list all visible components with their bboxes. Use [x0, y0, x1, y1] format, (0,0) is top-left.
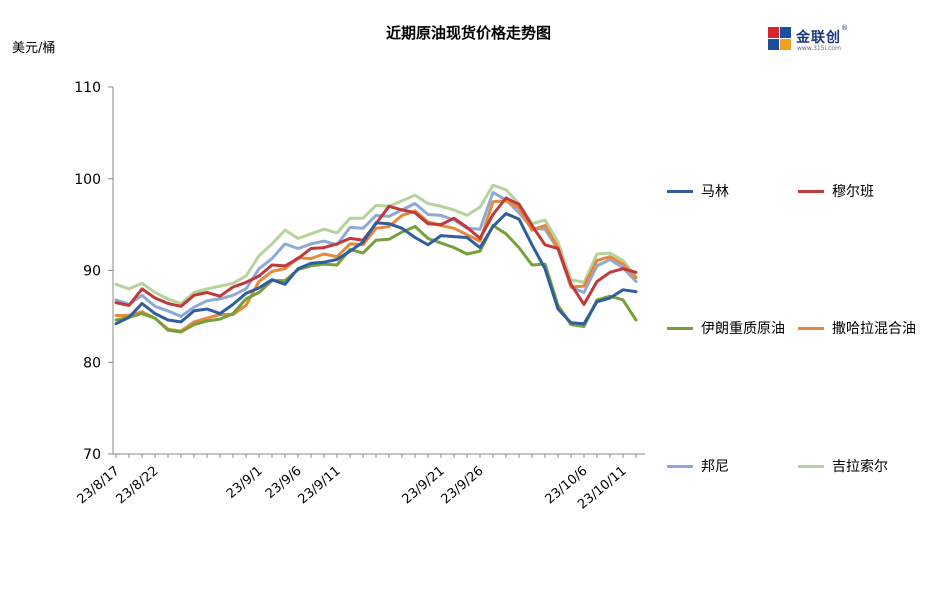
- x-tick-label: 23/8/22: [114, 464, 162, 508]
- logo-url: www.315i.com: [797, 45, 841, 52]
- x-tick-label: 23/9/11: [296, 464, 344, 508]
- legend-label: 吉拉索尔: [832, 459, 888, 475]
- logo-icon: [768, 27, 791, 50]
- y-tick-label: 90: [83, 264, 101, 280]
- legend-swatch: [798, 327, 824, 330]
- y-axis-label: 美元/桶: [12, 41, 56, 56]
- legend-swatch: [667, 190, 693, 193]
- legend-label: 撒哈拉混合油: [832, 321, 916, 337]
- x-tick-label: 23/9/26: [439, 464, 487, 508]
- logo-text: 金联创: [796, 30, 841, 46]
- legend-swatch: [798, 190, 824, 193]
- legend-swatch: [667, 327, 693, 330]
- logo-registered-mark: ®: [841, 24, 848, 32]
- legend-swatch: [798, 465, 824, 468]
- legend-label: 邦尼: [701, 459, 729, 475]
- y-tick-label: 110: [74, 80, 101, 96]
- legend-label: 穆尔班: [832, 184, 874, 200]
- series-line-3: [114, 199, 638, 333]
- plot-lines: [114, 183, 638, 334]
- brand-logo: 金联创 ® www.315i.com: [767, 24, 857, 54]
- x-tick-label: 23/9/21: [400, 464, 448, 508]
- legend-label: 马林: [701, 184, 729, 200]
- legend-swatch: [667, 465, 693, 468]
- x-tick-label: 23/8/17: [75, 464, 123, 508]
- chart-title: 近期原油现货价格走势图: [385, 24, 551, 42]
- y-tick-label: 100: [74, 172, 101, 188]
- series-line-5: [114, 183, 638, 305]
- y-tick-label: 80: [83, 355, 101, 371]
- legend-label: 伊朗重质原油: [701, 321, 785, 337]
- y-tick-label: 70: [83, 447, 101, 463]
- x-tick-label: 23/9/1: [224, 464, 266, 502]
- series-line-0: [114, 212, 638, 326]
- series-line-4: [114, 191, 638, 318]
